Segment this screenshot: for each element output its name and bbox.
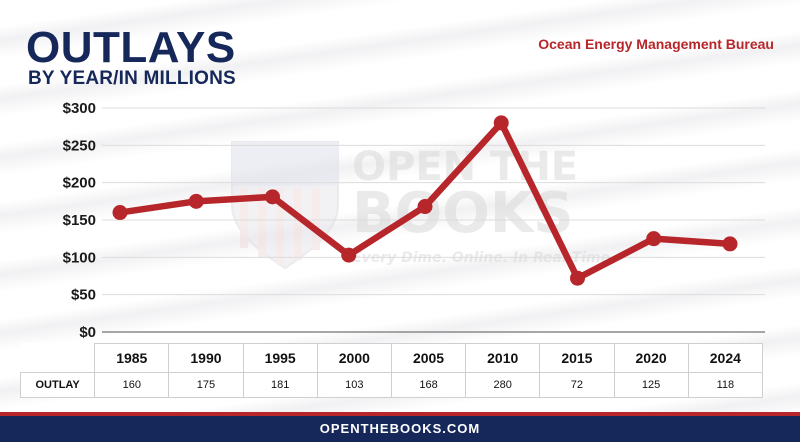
value-cell: 103 (316, 372, 392, 398)
y-tick-label: $300 (63, 100, 96, 117)
watermark-line2: BOOKS (352, 181, 574, 246)
footer-stripe (0, 412, 800, 416)
data-table: 1985 1990 1995 2000 2005 2010 2015 2020 2024 OUT… (19, 343, 764, 398)
year-cell: 2020 (613, 343, 689, 373)
y-tick-label: $200 (63, 175, 96, 192)
chart-subtitle: BY YEAR/IN MILLIONS (28, 68, 236, 89)
year-cell: 2024 (687, 343, 764, 373)
data-point (493, 115, 509, 131)
chart-title: OUTLAYS (26, 23, 236, 72)
year-cell: 1985 (94, 343, 170, 373)
data-point (188, 193, 204, 209)
value-cell: 280 (465, 372, 541, 398)
data-point (341, 247, 357, 263)
data-point (265, 189, 280, 205)
value-row: OUTLAY 160 175 181 103 168 280 72 125 118 (19, 372, 764, 398)
table-corner (20, 343, 96, 373)
year-cell: 2010 (465, 343, 541, 373)
year-cell: 2015 (539, 343, 615, 373)
value-cell: 175 (168, 372, 244, 398)
value-cell: 168 (390, 372, 467, 398)
footer-link[interactable]: OPENTHEBOOKS.COM (0, 416, 800, 442)
data-point (722, 236, 738, 252)
watermark-tagline: Every Dime. Online. In Real Time. (352, 250, 615, 266)
value-cell: 160 (94, 372, 170, 398)
y-tick-label: $50 (71, 287, 96, 304)
data-point (112, 205, 128, 221)
y-axis: $0 $50 $100 $150 $200 $250 $300 (63, 100, 96, 341)
year-cell: 2000 (316, 343, 392, 373)
value-cell: 118 (687, 372, 764, 398)
year-cell: 2005 (390, 343, 467, 373)
year-row: 1985 1990 1995 2000 2005 2010 2015 2020 2024 (20, 343, 764, 373)
agency-name: Ocean Energy Management Bureau (538, 36, 774, 52)
data-point (417, 199, 433, 215)
y-tick-label: $150 (63, 212, 96, 229)
data-point (646, 231, 662, 247)
year-cell: 1990 (168, 343, 244, 373)
value-cell: 125 (613, 372, 689, 398)
gridlines (102, 107, 765, 333)
year-cell: 1995 (242, 343, 318, 373)
y-tick-label: $100 (63, 249, 96, 266)
row-label: OUTLAY (19, 372, 96, 398)
y-tick-label: $0 (79, 324, 96, 341)
data-point (570, 270, 585, 286)
series-outlay (112, 115, 738, 286)
y-tick-label: $250 (63, 137, 96, 154)
value-cell: 181 (242, 372, 318, 398)
value-cell: 72 (539, 372, 615, 398)
